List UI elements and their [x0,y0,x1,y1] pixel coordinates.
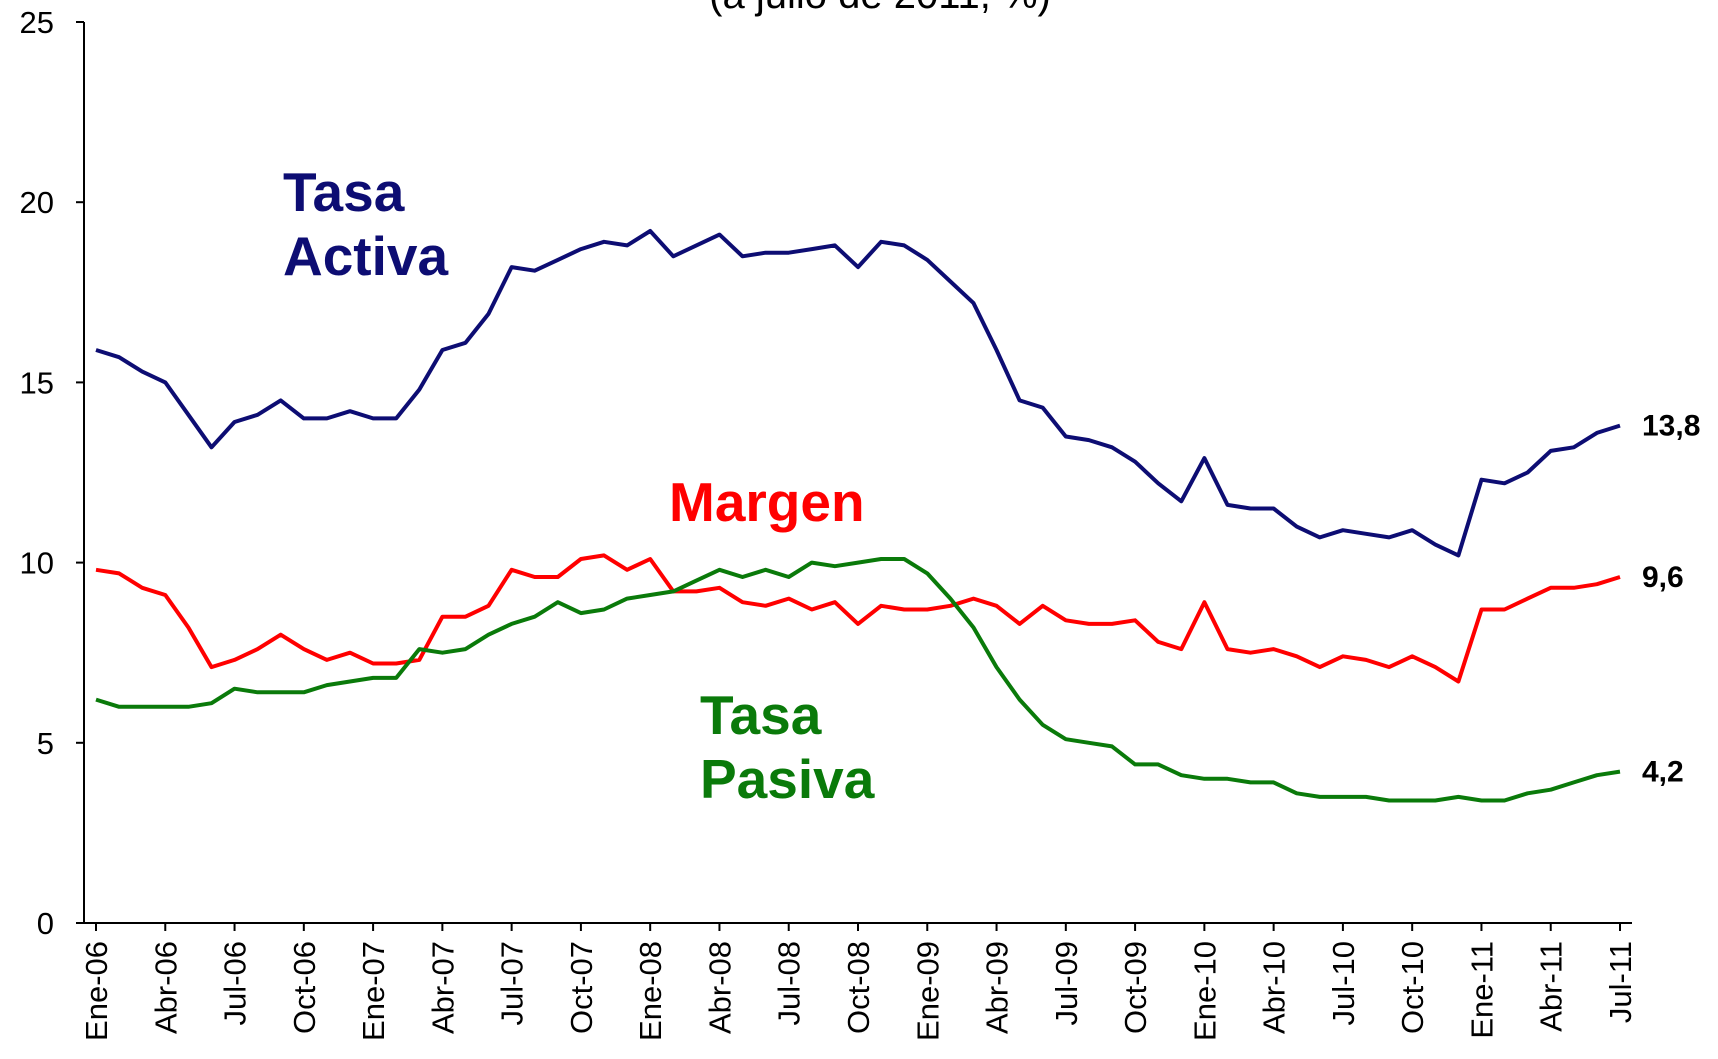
series-label: Margen [669,471,865,533]
x-tick-label: Oct-10 [1395,941,1430,1034]
series-label: Tasa Activa [283,161,449,287]
y-tick-label: 25 [20,5,54,40]
x-tick-label: Ene-11 [1464,941,1499,1039]
x-tick-label: Abr-06 [148,941,183,1034]
x-tick-label: Ene-06 [79,941,114,1041]
x-tick-label: Abr-08 [702,941,737,1034]
x-tick-label: Oct-08 [841,941,876,1034]
end-label: 9,6 [1642,561,1684,594]
y-tick-label: 20 [20,185,54,220]
x-tick-label: Abr-09 [980,941,1015,1034]
x-tick-label: Oct-07 [564,941,599,1034]
y-tick-label: 0 [37,906,54,941]
x-tick-label: Jul-06 [218,941,253,1025]
x-tick-label: Oct-06 [287,941,322,1034]
x-tick-label: Jul-11 [1603,941,1638,1023]
y-tick-label: 10 [20,546,54,581]
series-label: Tasa Pasiva [700,684,875,810]
x-tick-label: Ene-09 [910,941,945,1041]
x-tick-label: Ene-07 [356,941,391,1041]
x-tick-label: Jul-07 [495,941,530,1025]
x-tick-label: Jul-08 [772,941,807,1025]
end-label: 13,8 [1642,410,1700,443]
x-tick-label: Ene-10 [1187,941,1222,1041]
y-tick-label: 15 [20,365,54,400]
x-tick-label: Oct-09 [1118,941,1153,1034]
y-tick-label: 5 [37,726,54,761]
line-series [95,229,1621,558]
end-label: 4,2 [1642,756,1684,789]
x-tick-label: Jul-09 [1049,941,1084,1025]
x-tick-label: Abr-11 [1534,941,1569,1032]
line-series [95,553,1621,684]
x-tick-label: Abr-07 [425,941,460,1034]
x-tick-label: Abr-10 [1257,941,1292,1034]
chart-title: (a julio de 2011, %) [709,0,1051,17]
x-tick-label: Ene-08 [633,941,668,1041]
line-series [95,557,1621,803]
x-tick-label: Jul-10 [1326,941,1361,1025]
